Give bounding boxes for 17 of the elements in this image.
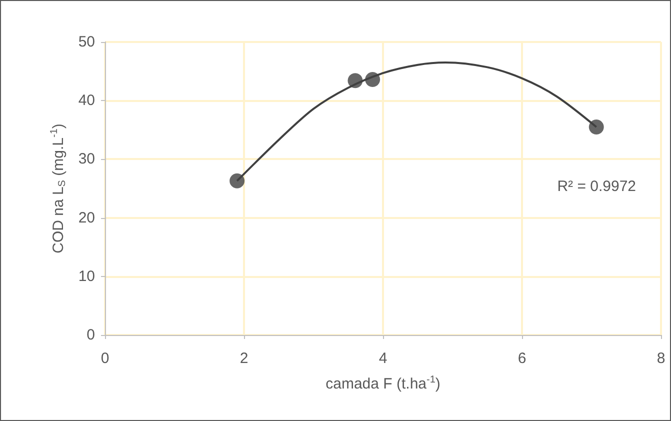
y-tick-label: 10 (78, 268, 95, 285)
y-tick-label: 50 (78, 34, 95, 50)
x-tick-label: 6 (518, 350, 526, 367)
point (230, 173, 245, 188)
point (365, 72, 380, 87)
x-tick-label: 0 (100, 350, 110, 367)
annotation: R² = 0.9972 (557, 178, 636, 195)
y-axis-title: COD na LS (mg.L-1) (48, 124, 68, 254)
y-tick-label: 20 (78, 209, 95, 226)
x-tick-label: 2 (240, 350, 248, 367)
y-tick-label: 30 (78, 150, 95, 168)
y-tick-label: 0 (86, 326, 95, 344)
point (348, 73, 363, 88)
y-tick-label: 40 (78, 92, 95, 110)
x-tick-label: 4 (378, 350, 388, 367)
point (588, 119, 604, 134)
x-tick-label: 8 (656, 350, 666, 367)
